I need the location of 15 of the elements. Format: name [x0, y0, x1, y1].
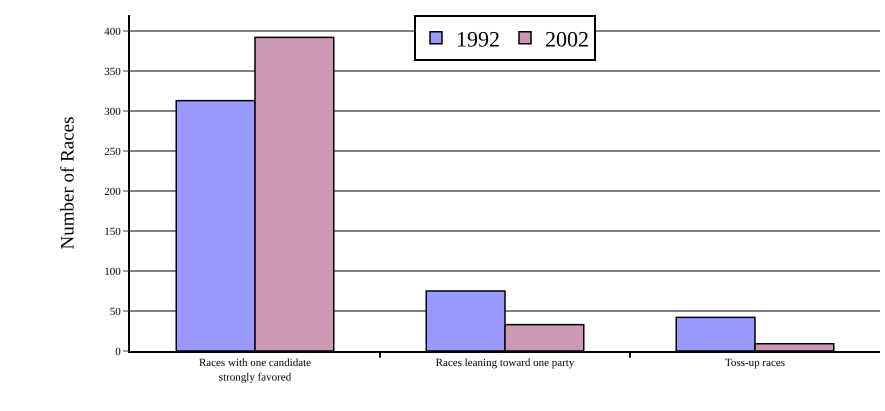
legend-label: 1992 [456, 26, 500, 52]
y-axis-title: Number of Races [58, 116, 79, 250]
x-tick-label: Races with one candidate strongly favored [198, 357, 312, 384]
y-tick-label: 50 [110, 306, 122, 318]
y-tick-label: 250 [104, 146, 122, 158]
y-tick-label: 150 [104, 226, 122, 238]
y-tick-label: 350 [104, 66, 122, 78]
y-tick-label: 200 [104, 186, 122, 198]
x-tick-label: Races leaning toward one party [436, 357, 575, 370]
y-tick-label: 300 [104, 106, 122, 118]
legend-label: 2002 [545, 26, 589, 52]
x-tick-label: Toss-up races [724, 357, 786, 370]
y-tick-label: 100 [104, 266, 122, 278]
y-tick-label: 400 [104, 26, 122, 38]
y-tick-label: 0 [115, 346, 122, 358]
